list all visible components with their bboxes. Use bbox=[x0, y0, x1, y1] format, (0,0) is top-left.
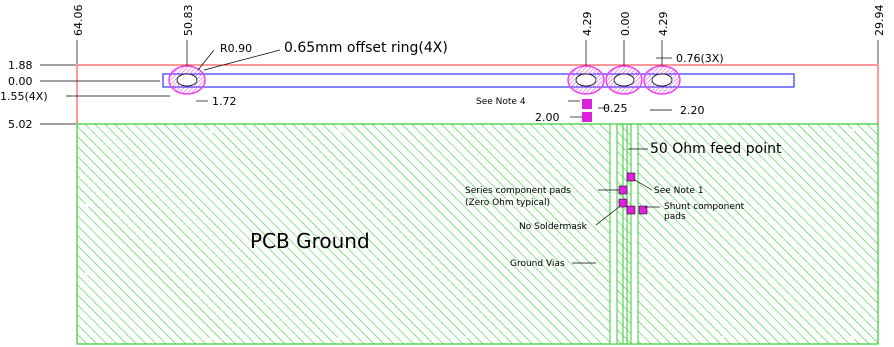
callout-feed-gap: 2.20 bbox=[680, 104, 705, 117]
dim-y4: 5.02 bbox=[8, 118, 33, 131]
callout-shunt-line1: Shunt component bbox=[664, 202, 745, 212]
callout-series-line1: Series component pads bbox=[465, 186, 571, 196]
dim-hole3: 4.29 bbox=[657, 12, 670, 37]
dim-y3: 1.55(4X) bbox=[0, 90, 48, 103]
dim-right-edge: 29.94 bbox=[873, 5, 886, 37]
callout-see-note1: See Note 1 bbox=[654, 186, 704, 196]
pcb-ground-plane bbox=[76, 123, 879, 345]
callout-pad-dim: 2.00 bbox=[535, 111, 560, 124]
feed-slot-left bbox=[609, 123, 618, 345]
callout-feed-point: 50 Ohm feed point bbox=[650, 141, 782, 157]
callout-see-note4: See Note 4 bbox=[476, 97, 526, 107]
callout-no-soldermask: No Soldermask bbox=[519, 222, 588, 232]
callout-offset-ring: 0.65mm offset ring(4X) bbox=[284, 40, 448, 56]
callout-ring-gap: 0.76(3X) bbox=[676, 52, 724, 65]
callout-ground-vias: Ground Vias bbox=[510, 259, 565, 269]
callout-pad-gap: 0.25 bbox=[603, 102, 628, 115]
dim-hole2: 4.29 bbox=[581, 12, 594, 37]
dim-y1: 1.88 bbox=[8, 59, 33, 72]
dim-left-edge: 64.06 bbox=[72, 5, 85, 37]
antenna-trace bbox=[162, 73, 795, 88]
callout-radius: R0.90 bbox=[220, 42, 252, 55]
offset-rings bbox=[168, 65, 681, 95]
feed-slot-right bbox=[630, 123, 639, 345]
dim-hole1: 50.83 bbox=[182, 5, 195, 37]
callout-series-line2: (Zero Ohm typical) bbox=[465, 198, 550, 208]
label-pcb-ground: PCB Ground bbox=[250, 229, 370, 253]
dim-center: 0.00 bbox=[619, 12, 632, 37]
callout-shunt-line2: pads bbox=[664, 212, 686, 222]
callout-slot-width: 1.72 bbox=[212, 95, 237, 108]
ground-vias bbox=[85, 129, 854, 340]
dim-y2: 0.00 bbox=[8, 75, 33, 88]
